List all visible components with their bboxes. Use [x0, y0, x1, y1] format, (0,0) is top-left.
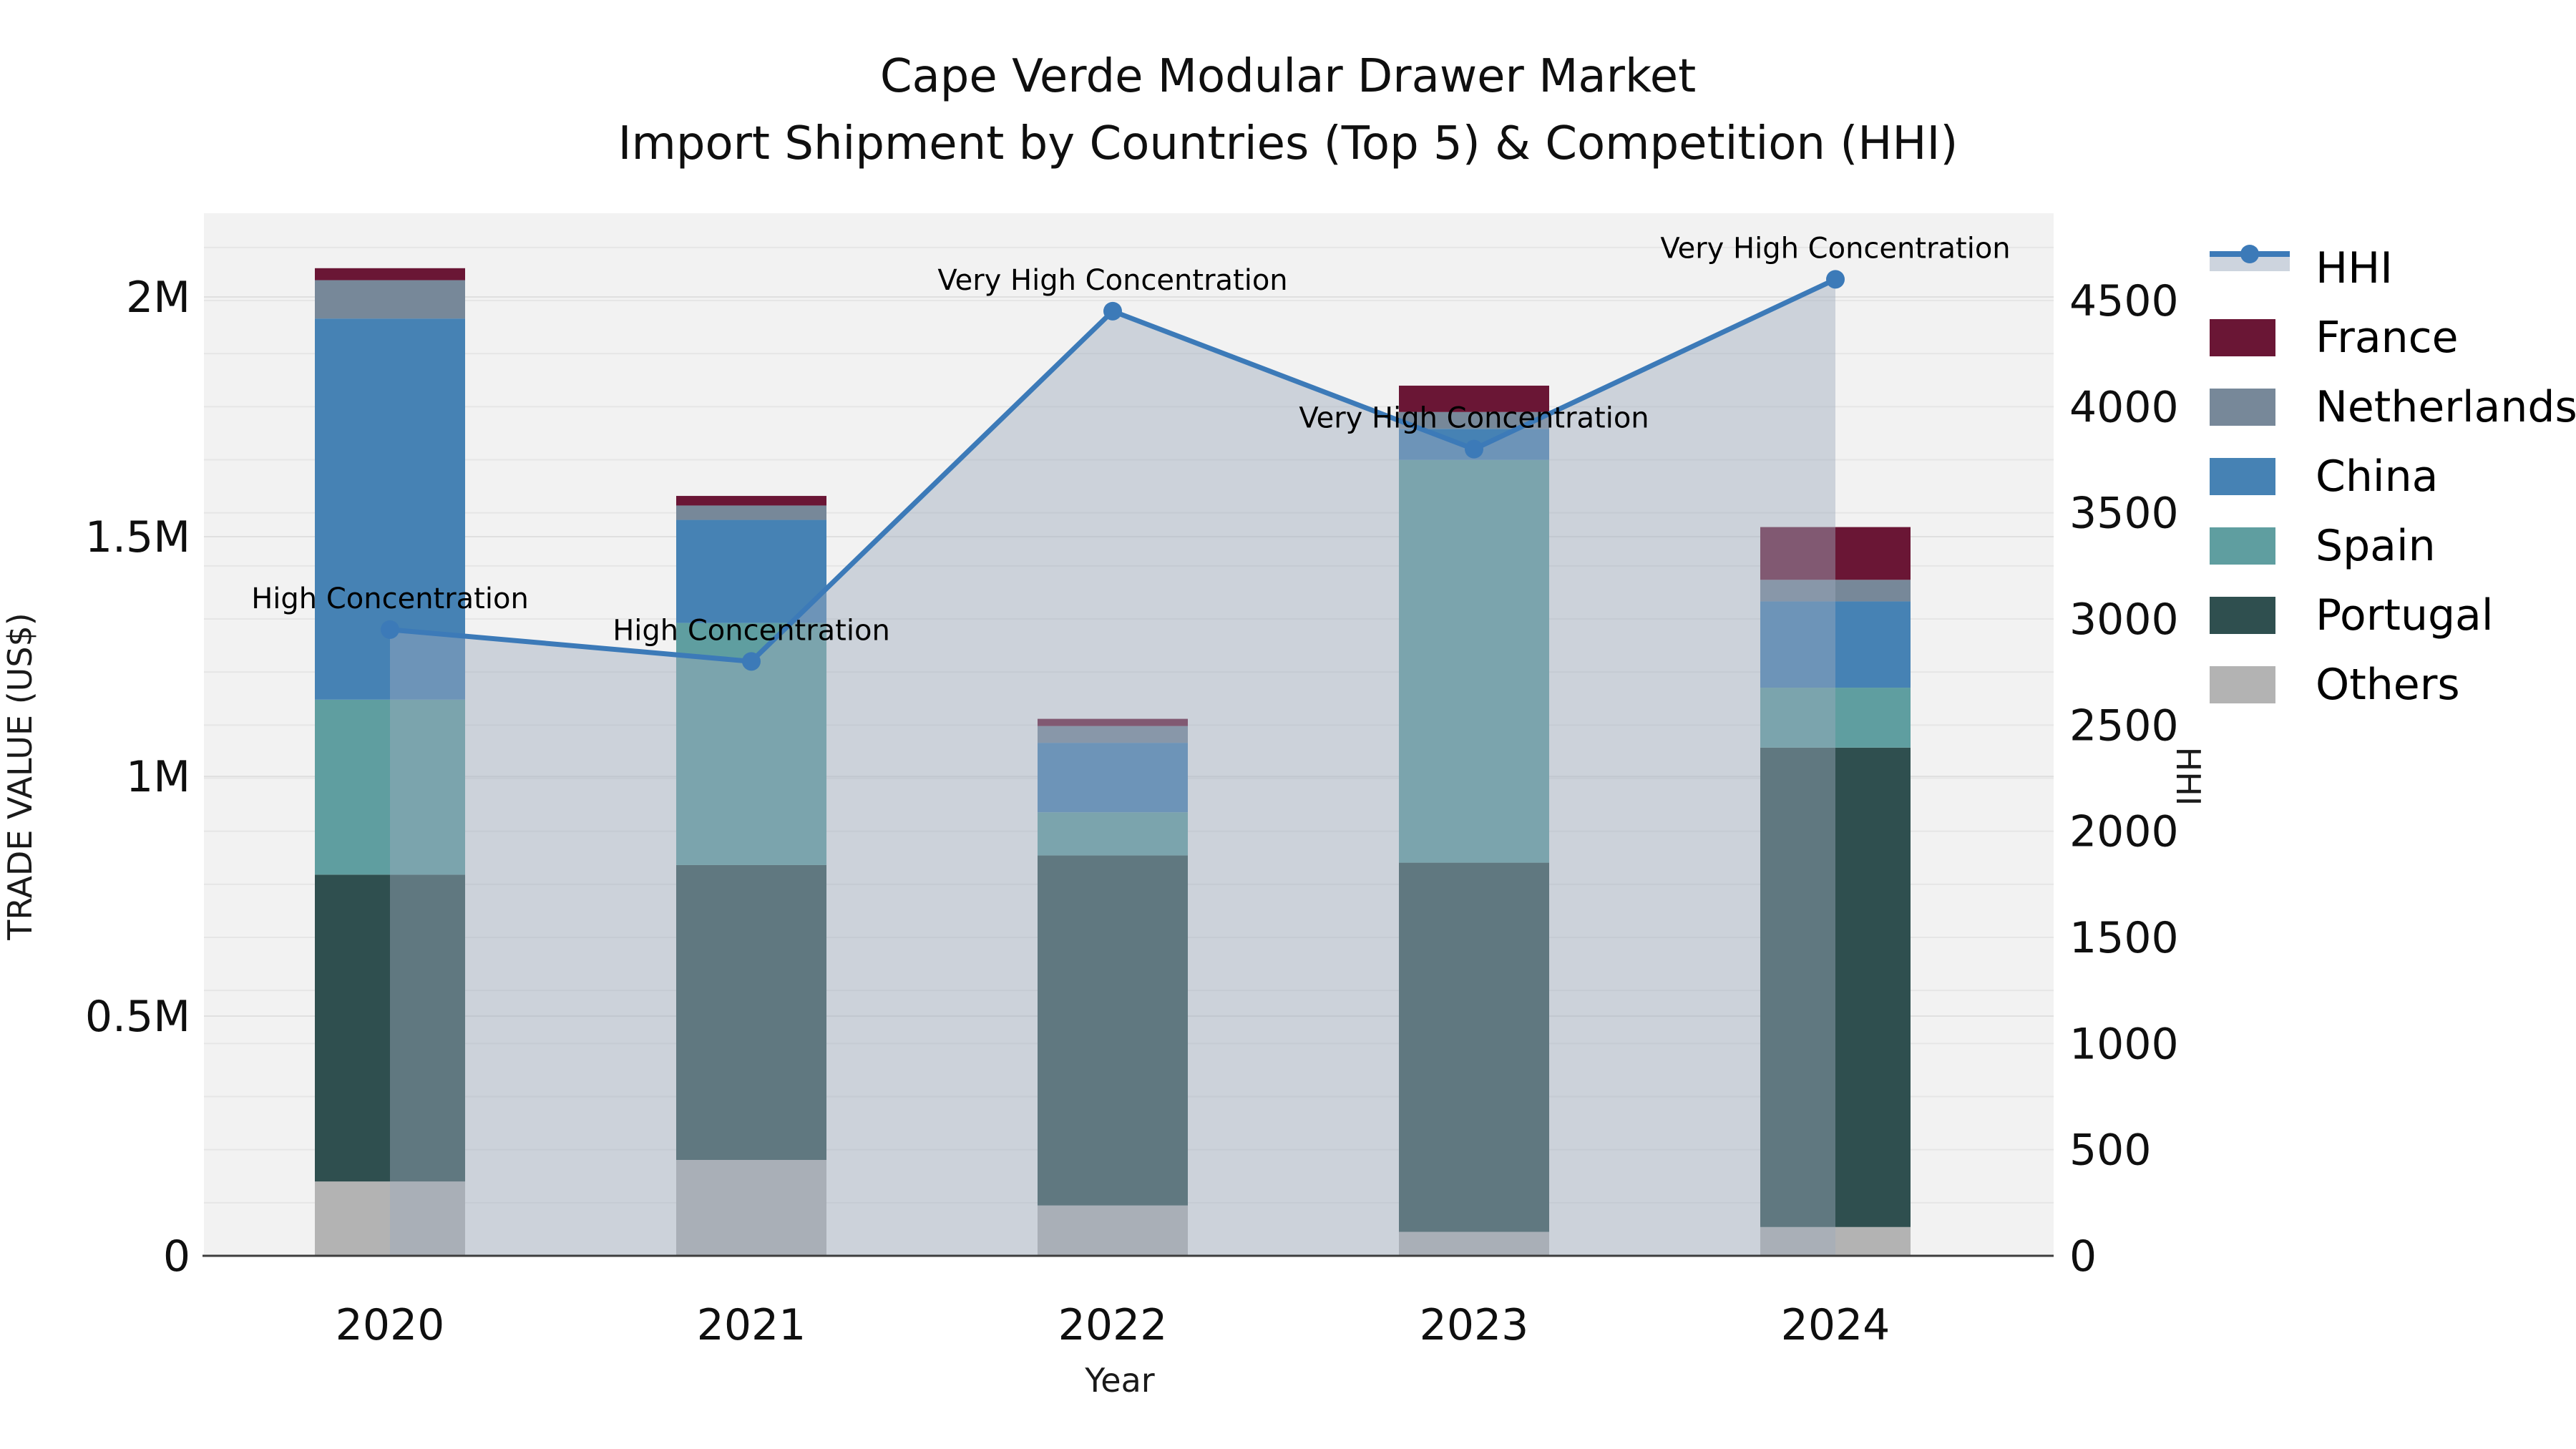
- bar-2022-portugal[interactable]: [1038, 855, 1188, 1206]
- annotation-2020: High Concentration: [251, 582, 529, 615]
- x-axis-title: Year: [1084, 1361, 1154, 1400]
- bar-2024-others[interactable]: [1760, 1226, 1911, 1256]
- legend-label-hhi: HHI: [2316, 243, 2393, 293]
- annotation-2024: Very High Concentration: [1660, 232, 2010, 265]
- y-right-tick-1000: 1000: [2069, 1019, 2179, 1069]
- legend-item-hhi[interactable]: HHI: [2210, 233, 2576, 303]
- bar-2020-portugal[interactable]: [315, 874, 465, 1182]
- hhi-area: [390, 279, 1835, 1256]
- legend-label-portugal: Portugal: [2316, 590, 2494, 640]
- legend-item-others[interactable]: Others: [2210, 650, 2576, 719]
- bar-2020-netherlands[interactable]: [315, 280, 465, 319]
- bar-2021-others[interactable]: [676, 1160, 826, 1256]
- bar-2023-portugal[interactable]: [1399, 862, 1549, 1232]
- bar-2024-china[interactable]: [1760, 601, 1911, 688]
- bar-2020-spain[interactable]: [315, 699, 465, 875]
- chart-title-line1: Cape Verde Modular Drawer Market: [879, 50, 1697, 103]
- bar-2023-others[interactable]: [1399, 1231, 1549, 1257]
- legend: HHI France Netherlands China Spain Portugal Ot…: [2210, 233, 2576, 719]
- bar-2021-china[interactable]: [676, 519, 826, 623]
- legend-label-china: China: [2316, 451, 2439, 502]
- y-right-tick-2500: 2500: [2069, 701, 2179, 751]
- legend-label-others: Others: [2316, 659, 2460, 710]
- bar-2021-france[interactable]: [676, 496, 826, 506]
- y-left-tick-0: 0: [163, 1231, 190, 1282]
- legend-item-netherlands[interactable]: Netherlands: [2210, 372, 2576, 441]
- y-right-tick-500: 500: [2069, 1126, 2152, 1176]
- bar-2022-china[interactable]: [1038, 743, 1188, 813]
- legend-label-netherlands: Netherlands: [2316, 381, 2576, 432]
- y-left-tick-0.5M: 0.5M: [85, 992, 190, 1042]
- chart-title: Cape Verde Modular Drawer Market Import …: [0, 43, 2576, 177]
- legend-swatch-spain: [2210, 527, 2290, 565]
- bar-2023-france[interactable]: [1399, 385, 1549, 412]
- legend-swatch-portugal: [2210, 596, 2290, 634]
- bar-2024-netherlands[interactable]: [1760, 580, 1911, 602]
- y-left-tick-1.5M: 1.5M: [85, 512, 190, 562]
- legend-swatch-france: [2210, 318, 2290, 356]
- bar-2022-netherlands[interactable]: [1038, 726, 1188, 743]
- hhi-marker-2020[interactable]: [381, 620, 399, 639]
- y-left-axis-title: TRADE VALUE (US$): [1, 613, 39, 940]
- legend-item-portugal[interactable]: Portugal: [2210, 580, 2576, 650]
- legend-label-france: France: [2316, 312, 2459, 363]
- x-tick-2023: 2023: [1420, 1300, 1529, 1350]
- y-left-tick-1M: 1M: [126, 752, 190, 802]
- hhi-marker-2024[interactable]: [1826, 270, 1845, 289]
- bar-2022-france[interactable]: [1038, 718, 1188, 726]
- legend-item-spain[interactable]: Spain: [2210, 511, 2576, 580]
- legend-label-spain: Spain: [2316, 520, 2436, 571]
- legend-swatch-netherlands: [2210, 388, 2290, 426]
- y-right-tick-3500: 3500: [2069, 489, 2179, 539]
- bar-2020-france[interactable]: [315, 268, 465, 280]
- annotation-2023: Very High Concentration: [1299, 402, 1649, 435]
- chart-title-line2: Import Shipment by Countries (Top 5) & C…: [618, 117, 1958, 170]
- bar-2022-others[interactable]: [1038, 1205, 1188, 1256]
- bar-2023-spain[interactable]: [1399, 459, 1549, 863]
- x-tick-2024: 2024: [1781, 1300, 1890, 1350]
- y-right-tick-4500: 4500: [2069, 276, 2179, 326]
- hhi-marker-2022[interactable]: [1103, 301, 1122, 321]
- hhi-marker-2021[interactable]: [742, 652, 761, 671]
- y-left-tick-2M: 2M: [126, 273, 190, 323]
- bar-2021-netherlands[interactable]: [676, 505, 826, 520]
- bar-2020-others[interactable]: [315, 1181, 465, 1256]
- y-right-tick-0: 0: [2069, 1231, 2097, 1282]
- annotation-2022: Very High Concentration: [937, 264, 1287, 297]
- legend-swatch-china: [2210, 457, 2290, 495]
- y-right-tick-1500: 1500: [2069, 913, 2179, 963]
- y-right-tick-4000: 4000: [2069, 382, 2179, 432]
- legend-item-china[interactable]: China: [2210, 441, 2576, 511]
- bar-2024-france[interactable]: [1760, 527, 1911, 580]
- hhi-marker-2023[interactable]: [1465, 439, 1483, 459]
- y-right-tick-3000: 3000: [2069, 595, 2179, 645]
- y-right-axis-title: HHI: [2169, 747, 2207, 806]
- legend-item-france[interactable]: France: [2210, 303, 2576, 372]
- bar-2021-portugal[interactable]: [676, 864, 826, 1160]
- annotation-2021: High Concentration: [613, 614, 890, 647]
- legend-swatch-others: [2210, 665, 2290, 703]
- x-tick-2021: 2021: [697, 1300, 806, 1350]
- bar-2022-spain[interactable]: [1038, 812, 1188, 856]
- bar-2023-netherlands[interactable]: [1399, 411, 1549, 429]
- bar-2024-portugal[interactable]: [1760, 747, 1911, 1227]
- bar-2024-spain[interactable]: [1760, 688, 1911, 748]
- y-right-tick-2000: 2000: [2069, 807, 2179, 857]
- x-tick-2020: 2020: [336, 1300, 445, 1350]
- x-tick-2022: 2022: [1058, 1300, 1168, 1350]
